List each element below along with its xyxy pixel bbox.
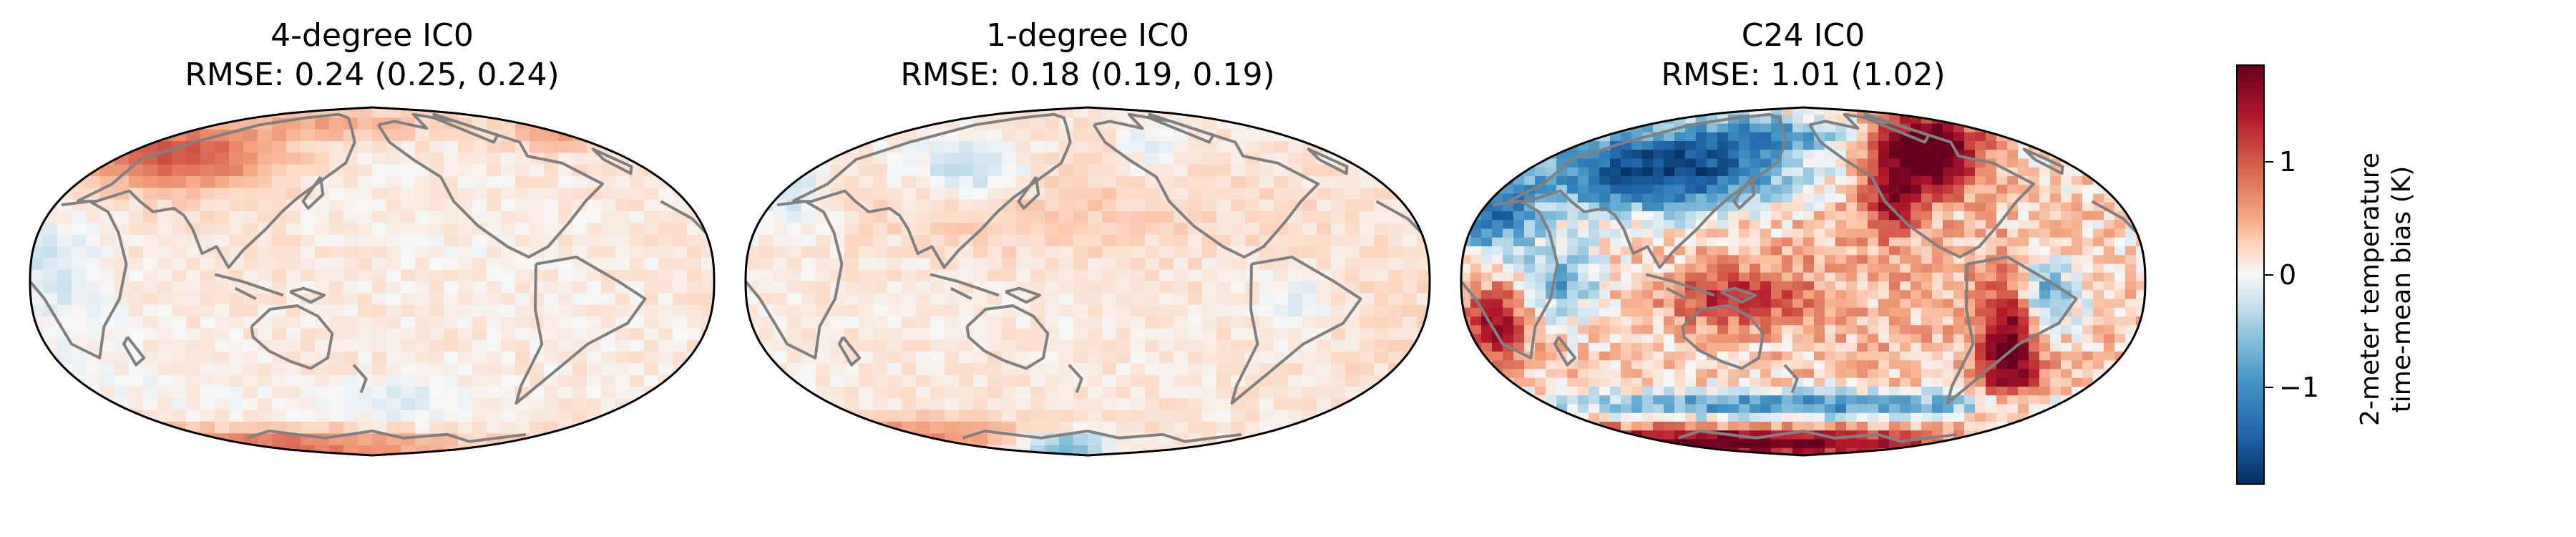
coastline bbox=[514, 256, 647, 405]
colorbar-label-line2: time-mean bias (K) bbox=[2387, 165, 2416, 413]
panel-2-title-line1: 1-degree IC0 bbox=[986, 17, 1189, 54]
coastline bbox=[246, 430, 527, 443]
coastline bbox=[838, 336, 862, 367]
colorbar-label-line1: 2-meter temperature bbox=[2356, 153, 2385, 426]
colorbar-tick-label: 1 bbox=[2279, 145, 2297, 178]
coastline bbox=[1148, 112, 1215, 144]
panel-3-title-line1: C24 IC0 bbox=[1741, 17, 1865, 54]
coastlines bbox=[1461, 112, 2138, 443]
panel-1-title: 4-degree IC0 RMSE: 0.24 (0.25, 0.24) bbox=[29, 16, 716, 95]
coastline bbox=[1005, 286, 1042, 304]
panel-3-title-line2: RMSE: 1.01 (1.02) bbox=[1661, 57, 1946, 93]
coastline bbox=[1645, 273, 1715, 297]
coastline bbox=[30, 200, 128, 359]
coastline bbox=[930, 273, 1000, 297]
coastline bbox=[234, 286, 257, 301]
colorbar-tick bbox=[2265, 160, 2273, 163]
colorbar-tick bbox=[2265, 387, 2273, 389]
coastline bbox=[76, 112, 356, 269]
coastline bbox=[660, 200, 707, 234]
coastline bbox=[1681, 304, 1765, 370]
coastline bbox=[1808, 112, 2036, 258]
coastline bbox=[1093, 112, 1320, 258]
panel-2-map bbox=[744, 106, 1431, 457]
panel-2-title: 1-degree IC0 RMSE: 0.18 (0.19, 0.19) bbox=[744, 16, 1431, 95]
coastline bbox=[301, 176, 325, 210]
coastline bbox=[250, 304, 334, 370]
coastline bbox=[432, 112, 499, 144]
coastline bbox=[591, 147, 633, 175]
panel-1-title-line2: RMSE: 0.24 (0.25, 0.24) bbox=[185, 57, 560, 93]
coastline bbox=[1461, 200, 1559, 359]
colorbar-gradient bbox=[2236, 64, 2265, 485]
colorbar-tick-label: 0 bbox=[2279, 258, 2297, 291]
colorbar-label: 2-meter temperature time-mean bias (K) bbox=[2355, 139, 2418, 440]
coastline bbox=[1732, 176, 1756, 210]
coastline bbox=[2091, 200, 2138, 234]
coastline bbox=[1863, 112, 1931, 144]
map-boundary bbox=[29, 106, 716, 457]
colorbar-tick bbox=[2265, 274, 2273, 276]
coastline bbox=[214, 273, 284, 297]
coastline bbox=[1665, 286, 1688, 301]
map-boundary bbox=[1460, 106, 2147, 457]
coastlines bbox=[746, 112, 1423, 443]
coastline bbox=[1017, 176, 1040, 210]
coastline bbox=[1307, 147, 1349, 175]
coastline bbox=[965, 304, 1050, 370]
coastlines bbox=[30, 112, 707, 443]
coastline bbox=[1720, 286, 1757, 304]
coastline bbox=[352, 364, 368, 394]
coastline bbox=[377, 112, 605, 258]
coastline bbox=[122, 336, 146, 367]
coastline bbox=[1375, 200, 1423, 234]
coastline bbox=[1946, 256, 2078, 405]
coastline bbox=[791, 112, 1072, 269]
map-boundary bbox=[744, 106, 1431, 457]
coastline bbox=[1230, 256, 1362, 405]
colorbar-tick-label: −1 bbox=[2279, 372, 2320, 404]
coastline bbox=[1677, 430, 1958, 443]
panel-1-map bbox=[29, 106, 716, 457]
panel-1-title-line1: 4-degree IC0 bbox=[270, 17, 474, 54]
coastline bbox=[746, 200, 844, 359]
coastline bbox=[950, 286, 972, 301]
coastline bbox=[1553, 336, 1577, 367]
coastline bbox=[1068, 364, 1083, 394]
colorbar bbox=[2236, 64, 2265, 485]
panel-3-title: C24 IC0 RMSE: 1.01 (1.02) bbox=[1460, 16, 2147, 95]
coastline bbox=[962, 430, 1242, 443]
coastline bbox=[1507, 112, 1787, 269]
panel-2-title-line2: RMSE: 0.18 (0.19, 0.19) bbox=[900, 57, 1275, 93]
panel-3-map bbox=[1460, 106, 2147, 457]
coastline bbox=[1783, 364, 1799, 394]
coastline bbox=[289, 286, 326, 304]
coastline bbox=[2022, 147, 2064, 175]
